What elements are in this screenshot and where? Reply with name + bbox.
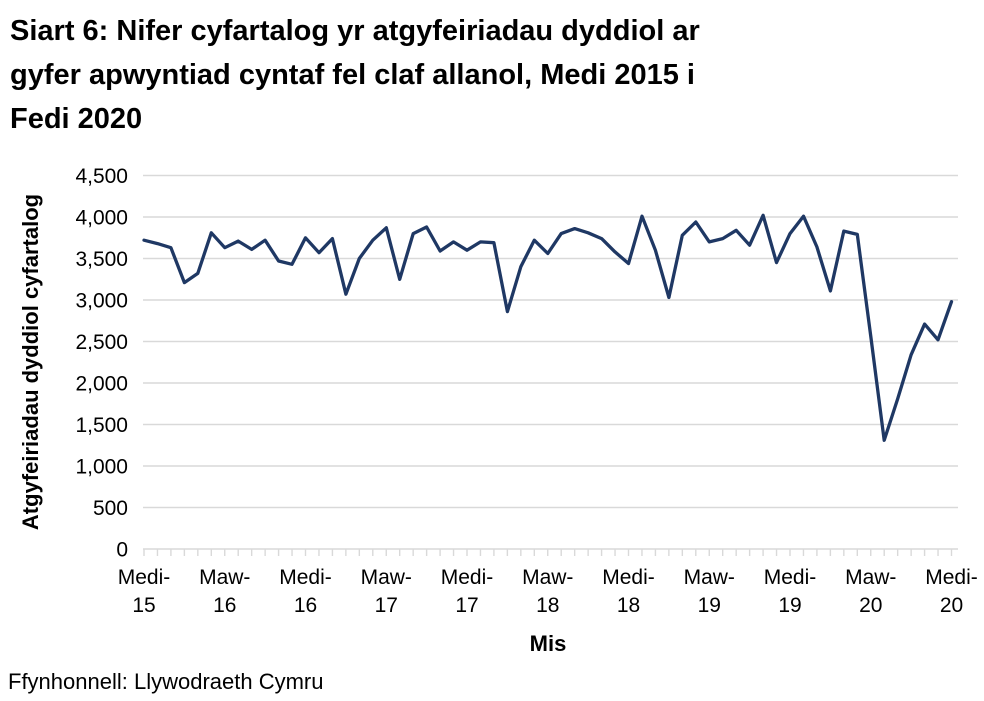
x-tick-label-bottom: 18: [536, 594, 559, 617]
x-tick-label-bottom: 20: [940, 594, 963, 617]
x-tick-label-bottom: 16: [213, 594, 236, 617]
x-tick-marks: [143, 549, 953, 556]
x-tick-label-top: Medi-: [441, 566, 494, 589]
y-tick-labels: 0 500 1,000 1,500 2,000 2,500 3,000 3,500 4,000 4…: [75, 165, 128, 562]
x-tick-label-top: Medi-: [118, 566, 171, 589]
x-tick-label-bottom: 17: [375, 594, 398, 617]
y-tick-label: 1,000: [75, 456, 128, 479]
chart-title-line-1: Siart 6: Nifer cyfartalog yr atgyfeiriad…: [10, 15, 700, 47]
x-tick-label-bottom: 18: [617, 594, 640, 617]
y-tick-label: 500: [93, 497, 128, 520]
y-tick-label: 2,500: [75, 331, 128, 354]
x-tick-label-bottom: 17: [455, 594, 478, 617]
x-tick-label-bottom: 19: [698, 594, 721, 617]
x-tick-label-top: Maw-: [684, 566, 735, 589]
y-tick-label: 2,000: [75, 373, 128, 396]
x-tick-label-top: Medi-: [602, 566, 655, 589]
y-tick-label: 0: [116, 539, 128, 562]
x-axis-title: Mis: [530, 631, 567, 656]
x-tick-label-top: Maw-: [845, 566, 896, 589]
x-tick-label-top: Medi-: [925, 566, 978, 589]
x-tick-label-bottom: 20: [859, 594, 882, 617]
y-tick-label: 3,000: [75, 290, 128, 313]
x-tick-label-top: Maw-: [522, 566, 573, 589]
y-tick-label: 4,000: [75, 207, 128, 230]
referrals-line: [142, 213, 954, 442]
x-tick-labels: Medi- 15 Maw- 16 Medi- 16 Maw- 17 Medi- 17 Maw- 18 M…: [118, 566, 978, 617]
x-tick-label-top: Medi-: [764, 566, 817, 589]
x-tick-label-top: Maw-: [199, 566, 250, 589]
series-line: [142, 213, 954, 442]
y-tick-label: 4,500: [75, 165, 128, 188]
x-tick-label-bottom: 15: [132, 594, 155, 617]
y-tick-label: 1,500: [75, 414, 128, 437]
y-axis-title: Atgyfeiriadau dyddiol cyfartalog: [18, 194, 43, 530]
gridlines: [143, 174, 958, 550]
x-tick-label-top: Medi-: [279, 566, 332, 589]
chart-title-line-2: gyfer apwyntiad cyntaf fel claf allanol,…: [10, 59, 695, 91]
chart-title-line-3: Fedi 2020: [10, 103, 142, 135]
source-text: Ffynhonnell: Llywodraeth Cymru: [8, 669, 323, 694]
x-tick-label-top: Maw-: [361, 566, 412, 589]
y-tick-label: 3,500: [75, 248, 128, 271]
x-tick-label-bottom: 16: [294, 594, 317, 617]
x-tick-label-bottom: 19: [778, 594, 801, 617]
